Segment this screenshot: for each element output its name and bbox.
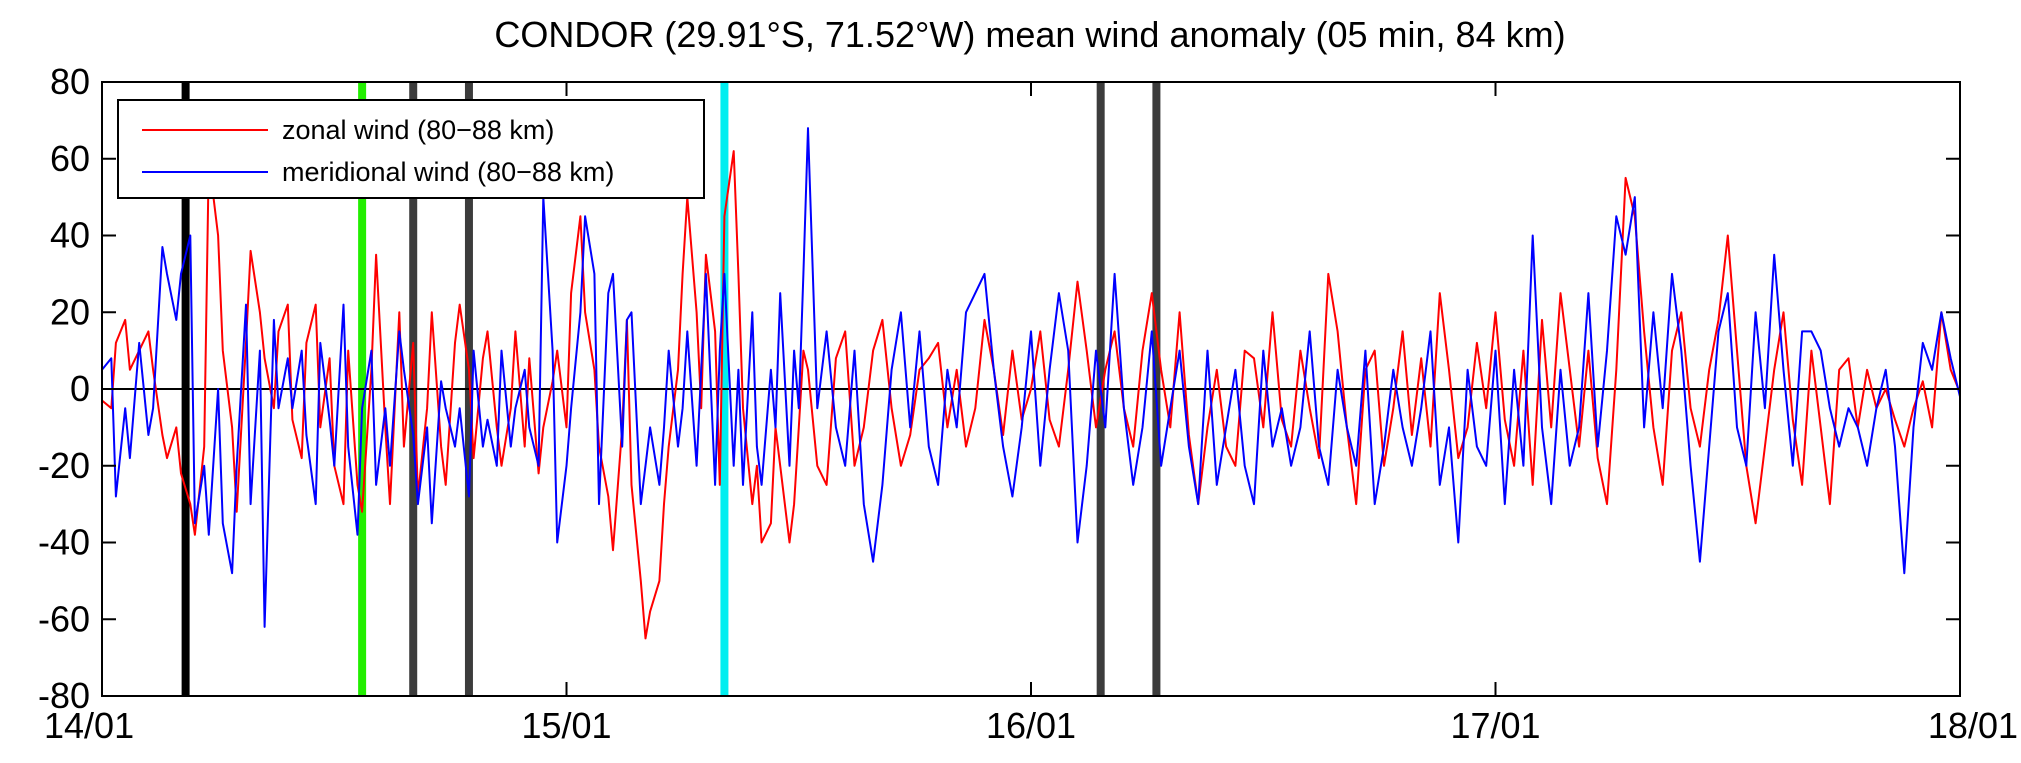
y-tick-label: -80 [38, 675, 90, 716]
x-tick-label: 18/01 [1928, 705, 2018, 746]
y-axis: 80 60 40 20 0 -20 -40 -60 -80 [38, 61, 1960, 716]
legend: zonal wind (80−88 km) meridional wind (80… [117, 99, 705, 199]
y-tick-label: -60 [38, 598, 90, 639]
legend-label-0: zonal wind (80−88 km) [282, 115, 554, 145]
y-tick-label: 60 [50, 138, 90, 179]
y-tick-label: 0 [70, 368, 90, 409]
x-tick-label: 15/01 [521, 705, 611, 746]
x-axis: 14/01 15/01 16/01 17/01 18/01 [44, 82, 2018, 746]
legend-box [117, 99, 705, 199]
series-layer [101, 127, 1961, 640]
y-tick-label: 20 [50, 291, 90, 332]
x-tick-label: 16/01 [986, 705, 1076, 746]
y-tick-label: 80 [50, 61, 90, 102]
x-tick-label: 17/01 [1450, 705, 1540, 746]
x-tick-label: 14/01 [44, 705, 134, 746]
y-tick-label: -20 [38, 445, 90, 486]
legend-label-1: meridional wind (80−88 km) [282, 157, 614, 187]
series-line-1 [101, 127, 1961, 628]
chart-title: CONDOR (29.91°S, 71.52°W) mean wind anom… [494, 14, 1565, 55]
y-tick-label: 40 [50, 215, 90, 256]
y-tick-label: -40 [38, 522, 90, 563]
